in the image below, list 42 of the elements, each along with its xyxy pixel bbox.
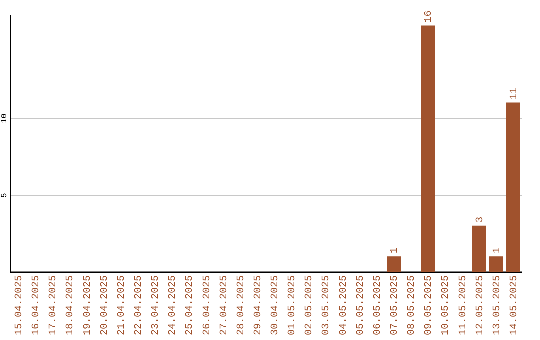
y-tick-label: 10 xyxy=(0,114,10,124)
data-label: 1 xyxy=(492,248,504,254)
bar xyxy=(472,226,486,272)
x-tick-label: 20.04.2025 xyxy=(100,276,111,336)
data-label: 3 xyxy=(475,216,486,223)
x-tick-label: 23.04.2025 xyxy=(151,276,162,336)
data-label: 16 xyxy=(424,10,436,23)
x-tick-label: 03.05.2025 xyxy=(322,276,333,336)
x-tick-label: 28.04.2025 xyxy=(236,276,248,336)
x-tick-label: 22.04.2025 xyxy=(134,276,145,336)
x-tick-label: 02.05.2025 xyxy=(304,276,316,336)
x-tick-label: 21.04.2025 xyxy=(116,276,128,336)
x-tick-label: 15.04.2025 xyxy=(14,276,26,336)
x-tick-label: 10.05.2025 xyxy=(441,276,452,336)
x-tick-label: 18.04.2025 xyxy=(66,276,77,336)
x-tick-label: 19.04.2025 xyxy=(82,276,94,336)
x-tick-label: 12.05.2025 xyxy=(475,276,486,336)
x-tick-label: 25.04.2025 xyxy=(185,276,196,336)
x-tick-label: 07.05.2025 xyxy=(390,276,401,336)
x-tick-label: 16.04.2025 xyxy=(32,276,43,336)
data-label: 11 xyxy=(509,88,520,100)
x-tick-label: 04.05.2025 xyxy=(338,276,350,336)
bar xyxy=(506,102,520,272)
x-tick-label: 09.05.2025 xyxy=(424,276,436,336)
x-tick-label: 17.04.2025 xyxy=(48,276,60,336)
x-tick-label: 14.05.2025 xyxy=(509,276,520,336)
x-tick-label: 13.05.2025 xyxy=(492,276,504,336)
y-tick-label: 5 xyxy=(0,192,10,198)
x-tick-label: 08.05.2025 xyxy=(407,276,418,336)
bar xyxy=(489,256,504,272)
x-tick-label: 05.05.2025 xyxy=(356,276,367,336)
x-tick-label: 06.05.2025 xyxy=(372,276,384,336)
x-tick-label: 30.04.2025 xyxy=(270,276,282,336)
x-tick-label: 01.05.2025 xyxy=(288,276,299,336)
x-tick-label: 29.04.2025 xyxy=(253,276,264,336)
x-tick-label: 24.04.2025 xyxy=(168,276,180,336)
x-tick-label: 11.05.2025 xyxy=(458,276,470,336)
x-tick-label: 27.04.2025 xyxy=(219,276,230,336)
bar xyxy=(421,26,436,272)
bar xyxy=(387,256,401,272)
data-label: 1 xyxy=(390,248,401,254)
x-tick-label: 26.04.2025 xyxy=(202,276,214,336)
